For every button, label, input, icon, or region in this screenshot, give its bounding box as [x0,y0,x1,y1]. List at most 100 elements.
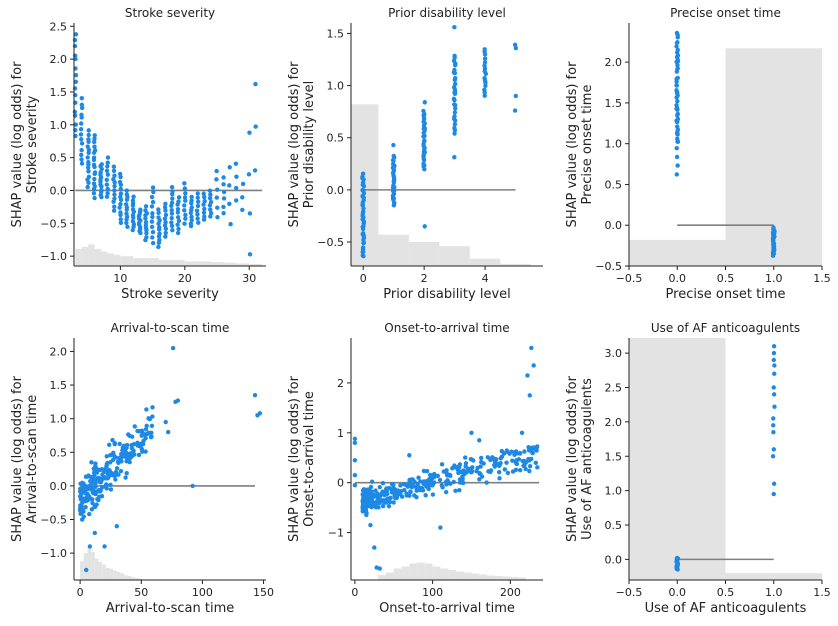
data-point [86,132,91,138]
data-point [675,124,680,129]
data-point [240,207,245,213]
data-point [183,198,188,203]
y-tick-label: −0.5 [595,260,622,273]
data-point [189,194,194,200]
data-point [87,544,93,549]
data-point [112,183,117,189]
data-point [144,431,150,437]
data-point [119,459,124,464]
data-point [394,495,399,501]
subplot-title: Arrival-to-scan time [111,321,230,335]
data-point [391,500,396,505]
data-point [188,221,194,226]
data-point [126,432,131,437]
y-axis-label-line: Use of AF anticoagulents [580,378,595,540]
data-point [482,60,488,65]
x-tick-label: −0.5 [616,586,643,599]
histogram-bar [101,251,108,266]
data-point [377,566,382,571]
data-point [418,479,423,484]
data-point [772,371,777,376]
data-point [380,503,386,509]
data-point [78,132,84,137]
histogram-bar [223,262,237,266]
y-tick-label: 2.0 [50,345,68,358]
y-tick-label: 2.0 [605,56,623,69]
histogram-bar [385,572,394,580]
data-point [514,461,520,467]
histogram-bar [75,248,82,266]
data-point [512,42,518,48]
data-point [407,453,412,458]
data-point [452,53,457,59]
data-point [371,492,376,497]
data-point [80,507,85,513]
data-point [170,189,175,194]
data-point [771,350,777,356]
x-tick-label: 0.5 [717,586,735,599]
data-point [112,204,117,209]
x-tick-label: 200 [500,586,521,599]
data-point [92,478,97,483]
histogram-bar [91,551,95,580]
data-point [86,147,92,153]
y-tick-label: 3.0 [605,347,623,360]
y-tick-label: 0.5 [50,152,68,165]
data-point [519,430,525,436]
data-point [150,214,155,220]
data-point [156,210,161,215]
data-point [391,142,396,148]
data-point [771,357,776,363]
data-point [522,449,527,454]
data-point [352,482,358,488]
data-point [78,126,84,132]
data-point [533,460,538,466]
data-point [478,459,484,465]
data-point [221,175,226,180]
y-tick-label: 0.0 [50,184,68,197]
data-point [150,235,155,240]
data-point [86,160,91,165]
data-point [771,392,777,397]
data-point [79,147,84,153]
data-point [92,170,98,175]
histogram-bar [116,571,121,580]
subplot-5: 0 100 200 −1 0 1 2 Onset-to-arrival time Onset-t… [287,321,543,616]
y-axis-label-line: SHAP value (log odds) for [565,61,580,228]
data-point [140,449,145,454]
y-axis-label: SHAP value (log odds) forOnset-to-arriva… [287,375,317,542]
data-point [169,211,175,216]
data-point [117,205,122,210]
data-point [376,493,381,498]
data-point [73,32,79,37]
data-point [252,168,258,173]
data-point [390,161,396,167]
y-axis-label-line: Arrival-to-scan time [25,395,40,524]
y-tick-label: 1.5 [50,86,68,99]
data-point [170,196,175,201]
data-point [99,187,104,193]
data-point [499,454,505,459]
data-point [169,223,175,229]
data-point [149,224,155,230]
data-point [163,212,169,218]
data-point [522,459,527,464]
data-point [512,108,518,113]
subplot-6: −0.5 0.0 0.5 1.0 1.5 0.0 0.5 1.0 1.5 2.0 2.5 3.0 Use… [565,321,831,616]
data-point [401,481,407,487]
data-point [144,235,149,240]
data-point [386,504,392,509]
data-point [92,195,97,201]
data-point [675,47,680,53]
data-point [240,195,245,200]
histogram-bar [510,577,519,580]
y-tick-label: 0.0 [605,219,623,232]
data-point [110,457,116,463]
data-point [163,419,168,425]
histogram-bar [113,570,117,580]
data-point [124,211,129,216]
x-tick-label: 0.5 [717,272,735,285]
y-tick-label: 0.0 [605,553,623,566]
data-point [120,448,125,453]
histogram-bar [107,253,114,266]
